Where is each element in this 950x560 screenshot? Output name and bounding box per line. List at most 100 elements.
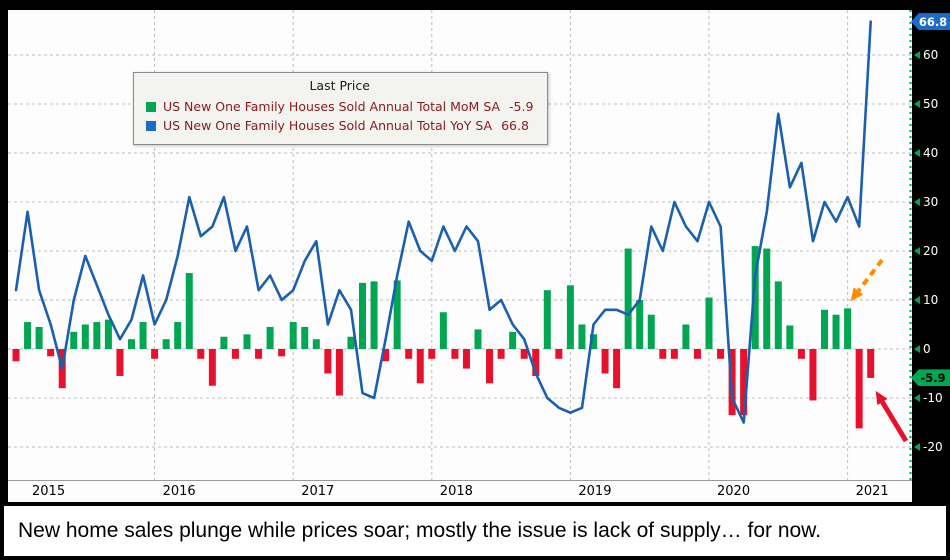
x-tick-label: 2016	[162, 484, 196, 499]
mom-bar	[162, 339, 170, 349]
x-tick-label: 2018	[439, 484, 473, 499]
mom-bar	[624, 248, 632, 349]
mom-bar	[867, 349, 875, 378]
y-tick-label: 30	[912, 194, 950, 210]
yoy-line	[14, 20, 872, 424]
mom-bar	[705, 297, 713, 349]
mom-bar	[797, 349, 805, 359]
y-tick-arrow-icon	[914, 100, 920, 108]
mom-bar	[474, 329, 482, 349]
mom-bar	[832, 314, 840, 349]
yoy-last-price-badge: 66.8	[911, 13, 950, 31]
x-tick-label: 2015	[32, 484, 66, 499]
mom-bar	[566, 285, 574, 349]
mom-bar	[486, 349, 494, 384]
mom-bar	[751, 246, 759, 349]
mom-bar	[809, 349, 817, 401]
mom-bar	[613, 349, 621, 389]
mom-bar	[555, 349, 563, 359]
mom-bar	[347, 336, 355, 349]
x-axis: 2015 2016 2017 2018 2019 2020 2021	[8, 480, 912, 503]
mom-bar	[462, 349, 470, 369]
mom-bar	[763, 248, 771, 349]
mom-bar	[185, 273, 193, 349]
mom-bar	[509, 331, 517, 349]
mom-bar	[243, 334, 251, 349]
mom-bar	[255, 349, 263, 359]
mom-series-swatch	[146, 101, 156, 112]
mom-bar	[740, 349, 748, 416]
y-tick-label: 50	[912, 96, 950, 112]
mom-series-value: -5.9	[509, 99, 534, 114]
mom-bar	[231, 349, 239, 359]
x-tick-label: 2017	[301, 484, 335, 499]
mom-bar	[855, 349, 863, 429]
yoy-series-label: US New One Family Houses Sold Annual Tot…	[163, 118, 493, 134]
orange-annotation-arrow	[850, 258, 884, 302]
mom-bar	[543, 290, 551, 349]
mom-bar	[682, 324, 690, 349]
mom-badge-text: -5.9	[920, 370, 946, 385]
mom-bar	[693, 349, 701, 359]
mom-bar	[35, 326, 43, 349]
legend-row-yoy: US New One Family Houses Sold Annual Tot…	[146, 116, 533, 135]
mom-bar	[289, 322, 297, 349]
mom-bar	[405, 349, 413, 359]
mom-bar	[208, 349, 216, 386]
mom-bar	[312, 339, 320, 349]
y-tick-label: -20	[912, 439, 950, 455]
legend-title: Last Price	[309, 78, 370, 93]
mom-bar	[24, 322, 32, 349]
mom-bar	[636, 300, 644, 349]
chart-legend: Last Price US New One Family Houses Sold…	[133, 72, 549, 145]
y-tick-label: -10	[912, 390, 950, 406]
x-tick-label: 2019	[578, 484, 612, 499]
mom-bar	[451, 349, 459, 359]
mom-bar	[12, 349, 20, 362]
caption-text: New home sales plunge while prices soar;…	[18, 519, 822, 542]
mom-bar	[335, 349, 343, 396]
yoy-series-value: 66.8	[501, 118, 529, 134]
y-tick-arrow-icon	[914, 51, 920, 59]
mom-bar	[81, 324, 89, 349]
mom-bar	[659, 349, 667, 359]
mom-bar	[70, 331, 78, 349]
mom-bar	[428, 349, 436, 359]
yoy-badge-text: 66.8	[918, 14, 948, 29]
mom-bar	[786, 325, 794, 349]
mom-bar	[139, 322, 147, 349]
y-tick-arrow-icon	[914, 345, 920, 353]
mom-bar	[128, 339, 135, 349]
mom-bar	[439, 312, 447, 349]
mom-bar	[151, 349, 159, 359]
mom-bar	[393, 280, 401, 349]
mom-bar	[104, 319, 112, 349]
mom-bar	[382, 349, 390, 362]
mom-bar	[717, 349, 725, 359]
mom-bar	[266, 326, 274, 349]
mom-bar	[821, 309, 828, 349]
mom-bar	[370, 281, 378, 349]
mom-last-price-badge: -5.9	[911, 369, 950, 387]
x-tick-label: 2021	[855, 484, 889, 499]
mom-bar	[647, 314, 655, 349]
mom-bar	[47, 349, 55, 357]
mom-bar	[578, 324, 586, 349]
y-tick-label: 40	[912, 145, 950, 161]
mom-bar	[359, 282, 366, 349]
mom-bar	[301, 326, 309, 349]
mom-bar	[497, 349, 505, 359]
mom-series-label: US New One Family Houses Sold Annual Tot…	[163, 99, 501, 114]
mom-bar	[278, 349, 286, 357]
mom-bar	[844, 308, 852, 349]
legend-row-mom: US New One Family Houses Sold Annual Tot…	[146, 97, 533, 116]
y-tick-label: 20	[912, 243, 950, 259]
y-tick-arrow-icon	[914, 394, 920, 402]
caption-bar: New home sales plunge while prices soar;…	[0, 502, 950, 560]
mom-bar	[416, 349, 424, 384]
y-axis: 60 50 40 30 20 10 0 -10 -20	[912, 0, 950, 502]
yoy-series-swatch	[146, 121, 156, 132]
y-tick-arrow-icon	[914, 198, 920, 206]
mom-bar	[324, 349, 332, 374]
